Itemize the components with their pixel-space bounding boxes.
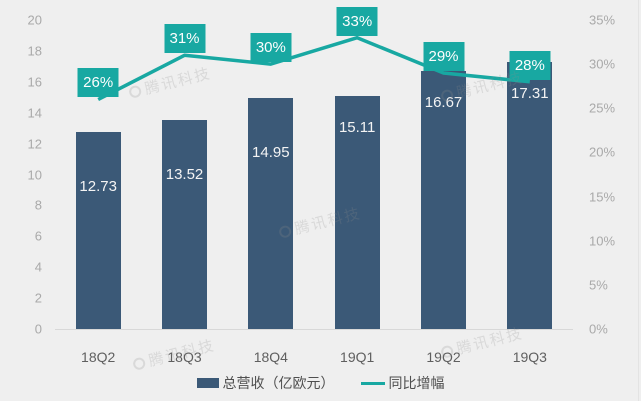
tencent-logo-icon xyxy=(131,355,147,371)
left-axis-tick: 8 xyxy=(34,197,42,213)
x-axis-label: 18Q4 xyxy=(253,349,288,365)
x-axis-label: 18Q2 xyxy=(81,349,116,365)
revenue-bar xyxy=(421,71,466,329)
x-axis-label: 18Q3 xyxy=(167,349,202,365)
left-axis-tick: 0 xyxy=(34,321,42,337)
revenue-bar xyxy=(507,61,553,329)
growth-point-label: 33% xyxy=(336,6,378,36)
bar-value-label: 14.95 xyxy=(252,144,290,162)
watermark-text: 腾讯科技 xyxy=(142,65,214,99)
left-axis-tick: 18 xyxy=(27,43,42,59)
right-axis-tick: 0% xyxy=(589,321,608,337)
left-axis-tick: 2 xyxy=(34,290,42,306)
bar-value-label: 13.52 xyxy=(165,166,204,184)
right-axis-tick: 15% xyxy=(589,189,616,205)
growth-point-label: 30% xyxy=(250,33,292,63)
x-axis-label: 19Q2 xyxy=(426,349,461,365)
chart-right-border xyxy=(638,0,639,401)
right-axis-tick: 30% xyxy=(589,56,616,72)
legend: 总营收（亿欧元） 同比增幅 xyxy=(0,373,641,393)
right-axis-tick: 25% xyxy=(589,100,616,116)
bar-series-swatch xyxy=(196,378,219,388)
growth-point-label: 29% xyxy=(423,41,464,71)
right-axis-tick: 10% xyxy=(589,233,616,249)
x-axis-label: 19Q1 xyxy=(340,349,375,365)
left-axis-tick: 14 xyxy=(27,105,42,121)
revenue-bar xyxy=(75,132,121,329)
growth-point-label: 26% xyxy=(77,68,119,98)
revenue-bar xyxy=(248,98,294,329)
revenue-bar xyxy=(334,95,380,329)
bar-value-label: 17.31 xyxy=(511,84,549,102)
legend-item-growth: 同比增幅 xyxy=(360,373,445,393)
watermark-tencent-tech: 腾讯科技 xyxy=(127,62,214,103)
bar-value-label: 16.67 xyxy=(424,94,463,112)
growth-point-label: 28% xyxy=(509,50,551,80)
line-series-swatch xyxy=(360,381,385,385)
x-axis-label: 19Q3 xyxy=(512,349,547,365)
right-axis-tick: 5% xyxy=(589,277,608,293)
tencent-logo-icon xyxy=(127,83,143,99)
right-axis-tick: 35% xyxy=(589,12,616,28)
legend-label-growth: 同比增幅 xyxy=(388,375,445,391)
left-axis-tick: 12 xyxy=(27,136,42,152)
left-axis-tick: 4 xyxy=(34,259,42,275)
legend-label-revenue: 总营收（亿欧元） xyxy=(222,375,335,391)
left-axis-tick: 20 xyxy=(27,12,42,28)
growth-point-label: 31% xyxy=(164,24,205,54)
bar-value-label: 12.73 xyxy=(79,178,117,196)
revenue-bar xyxy=(162,120,207,329)
bar-value-label: 15.11 xyxy=(338,118,376,136)
right-axis-tick: 20% xyxy=(589,144,616,160)
left-axis-tick: 16 xyxy=(27,74,42,90)
x-axis-line xyxy=(55,329,573,330)
left-axis-tick: 6 xyxy=(34,228,42,244)
legend-item-revenue: 总营收（亿欧元） xyxy=(196,373,335,393)
left-axis-tick: 10 xyxy=(27,167,42,182)
